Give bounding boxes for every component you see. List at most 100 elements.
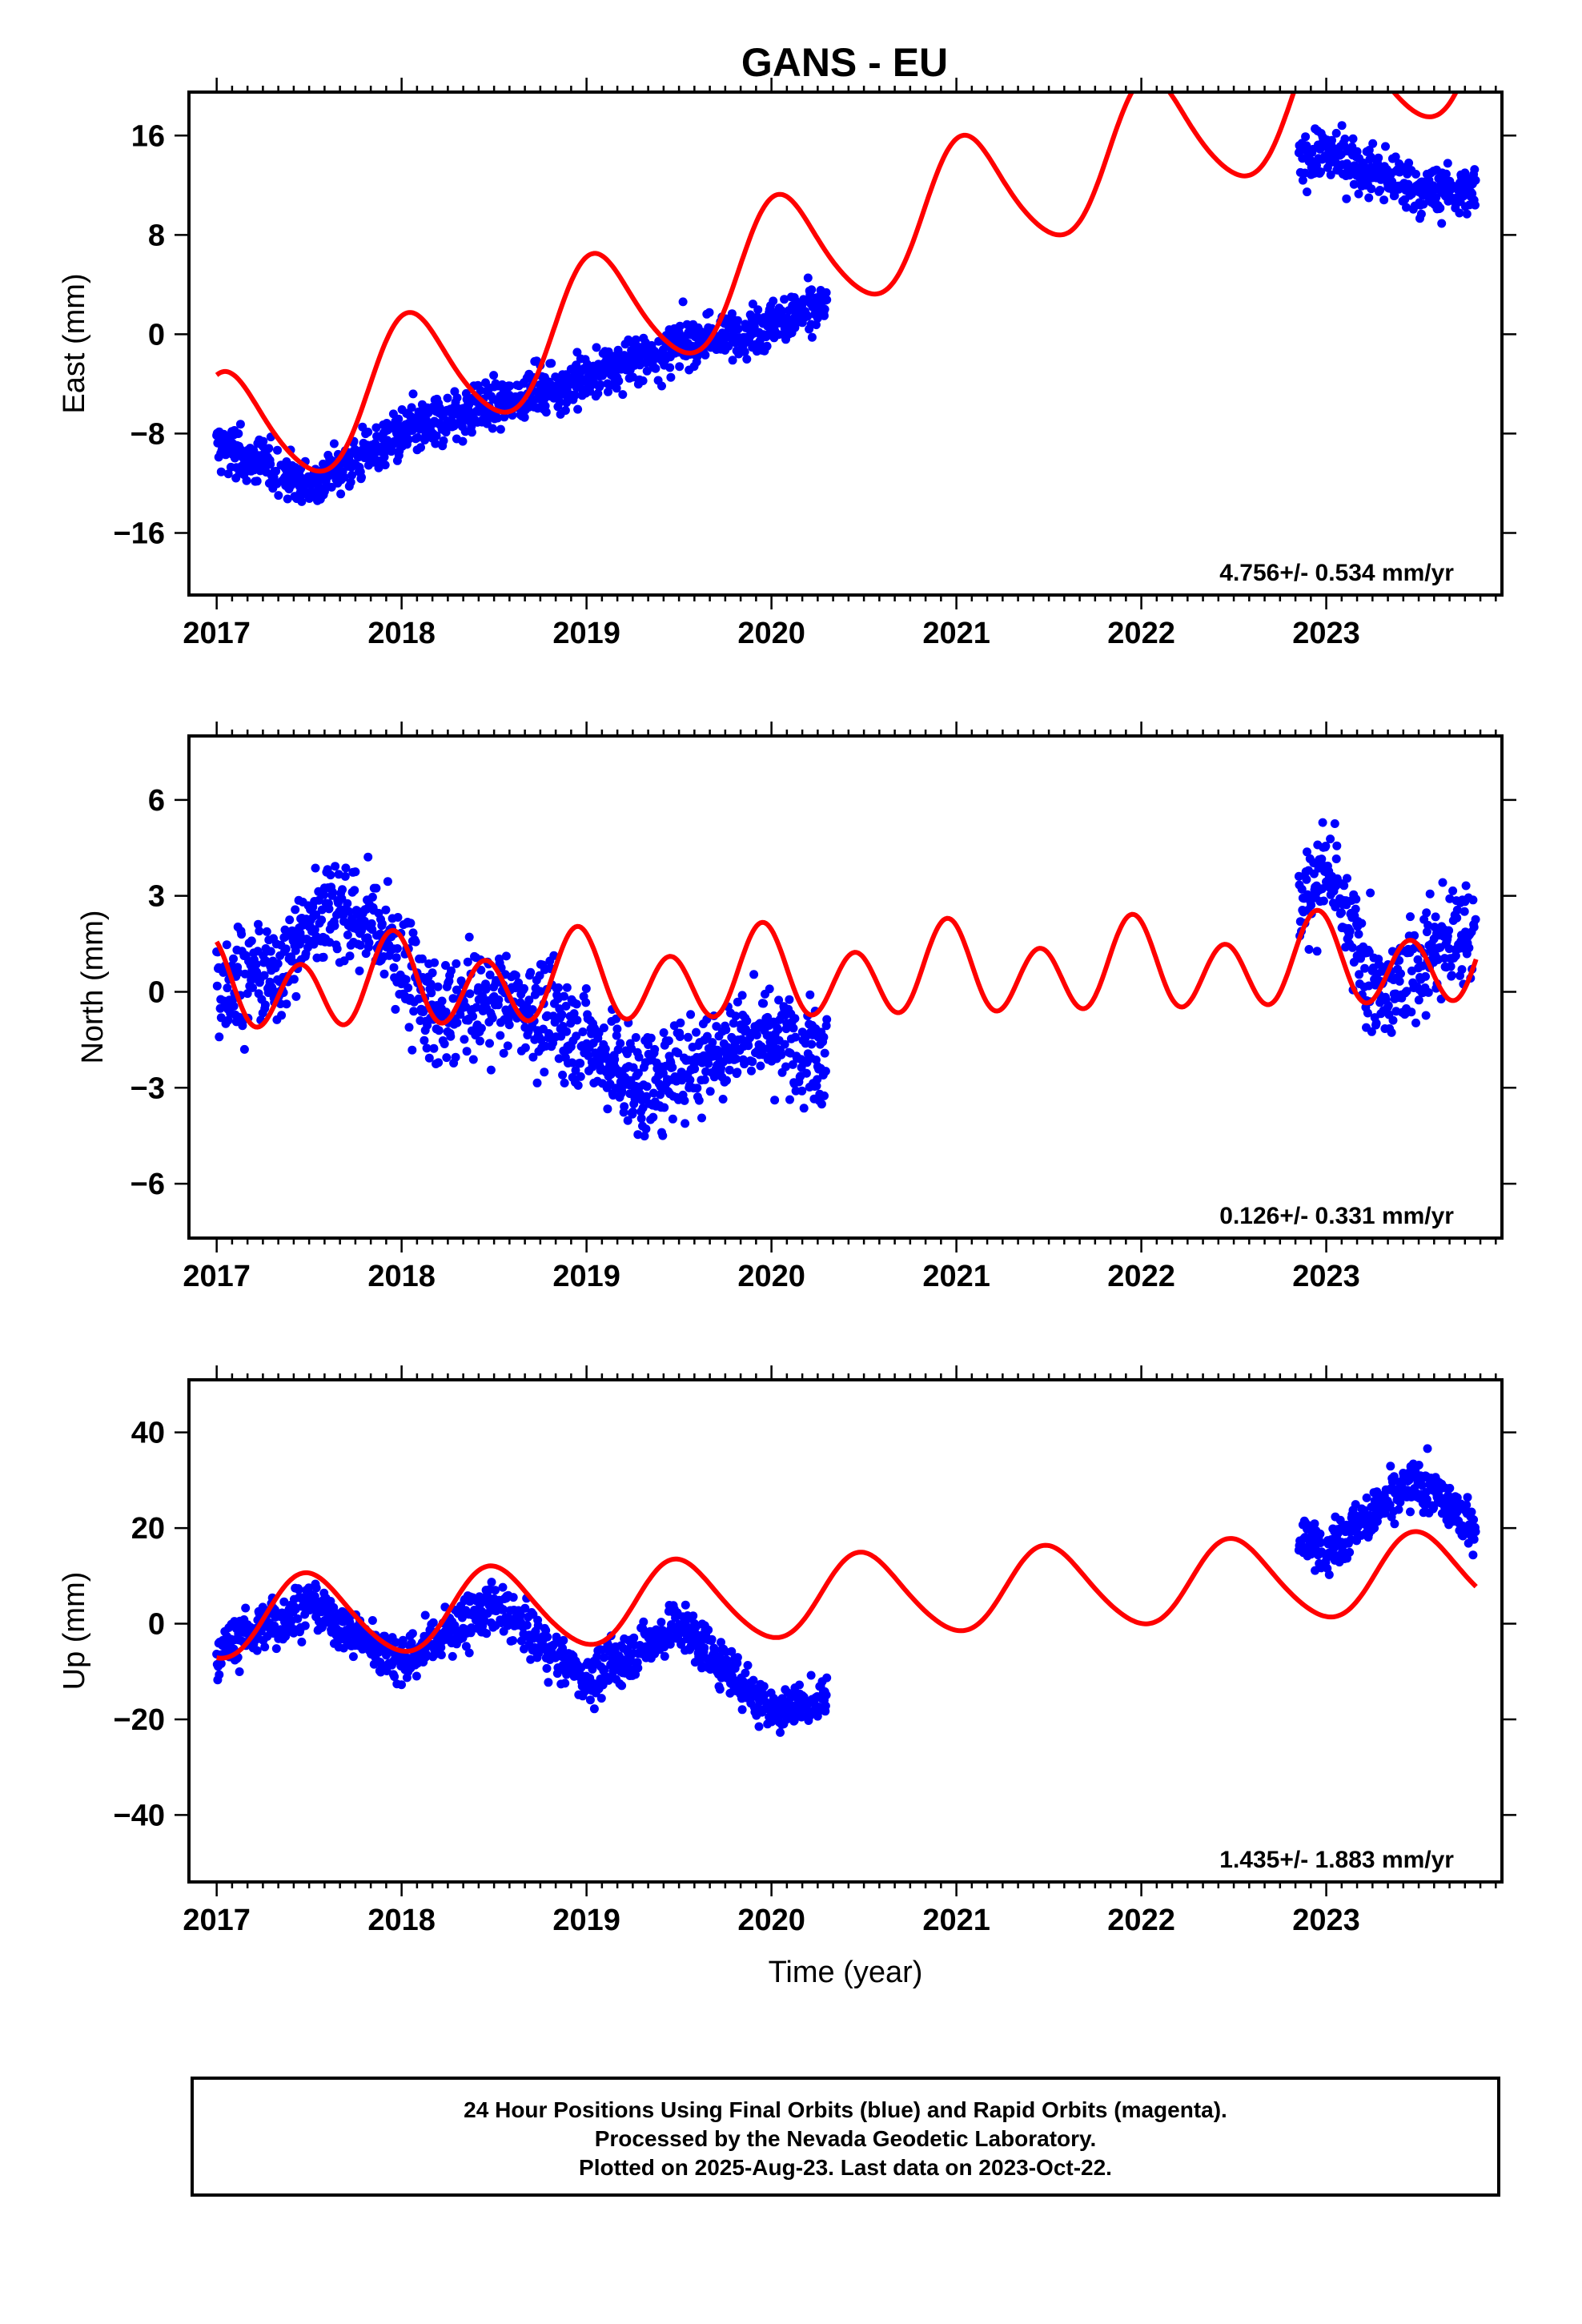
data-point (610, 1055, 620, 1064)
data-point (648, 1088, 658, 1098)
data-point (1349, 179, 1359, 189)
data-point (520, 1043, 530, 1052)
data-point (340, 871, 350, 881)
data-point (485, 1039, 494, 1048)
y-tick-label: −40 (114, 1799, 165, 1832)
data-point (656, 1618, 666, 1627)
data-point (558, 1643, 568, 1653)
data-point (600, 1665, 609, 1675)
data-point (1337, 908, 1346, 918)
data-point (717, 1638, 725, 1647)
data-point (737, 1705, 747, 1715)
data-point (599, 1023, 608, 1032)
data-point (235, 1667, 244, 1676)
data-point (731, 1011, 741, 1021)
data-point (1364, 981, 1374, 991)
data-point (1435, 203, 1445, 213)
data-point (797, 1086, 807, 1096)
data-point (216, 467, 226, 476)
data-point (1462, 1500, 1472, 1510)
data-point (646, 1033, 656, 1043)
data-point (252, 1646, 262, 1655)
data-point (464, 1648, 474, 1658)
data-point (247, 936, 256, 946)
up-data-points (212, 1444, 1480, 1737)
data-point (724, 341, 733, 351)
data-point (549, 951, 559, 960)
data-point (570, 390, 580, 400)
east-data-points (212, 121, 1480, 506)
data-point (448, 1651, 457, 1661)
data-point (377, 919, 387, 929)
data-point (528, 1005, 537, 1015)
data-point (557, 1010, 567, 1019)
data-point (429, 1043, 439, 1053)
data-point (235, 420, 245, 429)
data-point (697, 1113, 706, 1123)
data-point (638, 376, 648, 385)
data-point (1366, 152, 1375, 162)
x-tick-label: 2018 (367, 1260, 436, 1293)
data-point (705, 308, 714, 317)
data-point (1321, 842, 1331, 850)
data-point (1411, 1018, 1420, 1027)
data-point (1423, 920, 1433, 930)
figure-title: GANS - EU (741, 40, 948, 85)
data-point (223, 983, 232, 993)
data-point (572, 1015, 582, 1025)
data-point (1345, 1547, 1355, 1557)
data-point (508, 1636, 518, 1645)
data-point (461, 1642, 471, 1651)
data-point (799, 1692, 809, 1702)
data-point (813, 1075, 822, 1084)
data-point (215, 1670, 224, 1679)
data-point (634, 1052, 644, 1062)
data-point (1381, 142, 1390, 151)
data-point (633, 1663, 643, 1673)
data-point (700, 1075, 709, 1084)
data-point (526, 1655, 536, 1664)
data-point (785, 995, 794, 1004)
data-point (618, 390, 628, 400)
data-point (1342, 194, 1351, 203)
data-point (1469, 1515, 1479, 1525)
data-point (744, 1041, 753, 1051)
data-point (715, 1684, 725, 1694)
data-point (1438, 878, 1447, 887)
data-point (1316, 167, 1326, 177)
data-point (456, 1010, 465, 1019)
data-point (596, 1694, 606, 1703)
data-point (1312, 161, 1321, 171)
data-point (1422, 908, 1431, 918)
footer-note-box: 24 Hour Positions Using Final Orbits (bl… (191, 2077, 1500, 2197)
data-point (1370, 1523, 1379, 1533)
x-tick-label: 2023 (1292, 1260, 1360, 1293)
data-point (560, 406, 570, 415)
data-point (494, 995, 504, 1004)
data-point (1375, 186, 1385, 195)
data-point (789, 1023, 798, 1033)
data-point (1354, 189, 1363, 199)
data-point (633, 1068, 643, 1078)
data-point (1471, 1527, 1480, 1537)
data-point (343, 899, 352, 908)
x-tick-label: 2020 (737, 1260, 805, 1293)
data-point (300, 1621, 310, 1630)
data-point (482, 1629, 492, 1638)
data-point (741, 1668, 750, 1678)
data-point (460, 427, 470, 436)
data-point (1467, 1507, 1476, 1517)
data-point (1298, 175, 1307, 185)
data-point (428, 968, 437, 978)
data-point (347, 470, 356, 480)
data-point (1366, 888, 1375, 898)
data-point (640, 1132, 649, 1141)
data-point (555, 397, 564, 407)
data-point (812, 1081, 821, 1091)
data-point (294, 1585, 303, 1594)
data-point (676, 1018, 685, 1027)
data-point (562, 983, 572, 992)
x-tick-label: 2018 (367, 617, 436, 650)
data-point (1332, 841, 1342, 850)
data-point (659, 1028, 669, 1037)
